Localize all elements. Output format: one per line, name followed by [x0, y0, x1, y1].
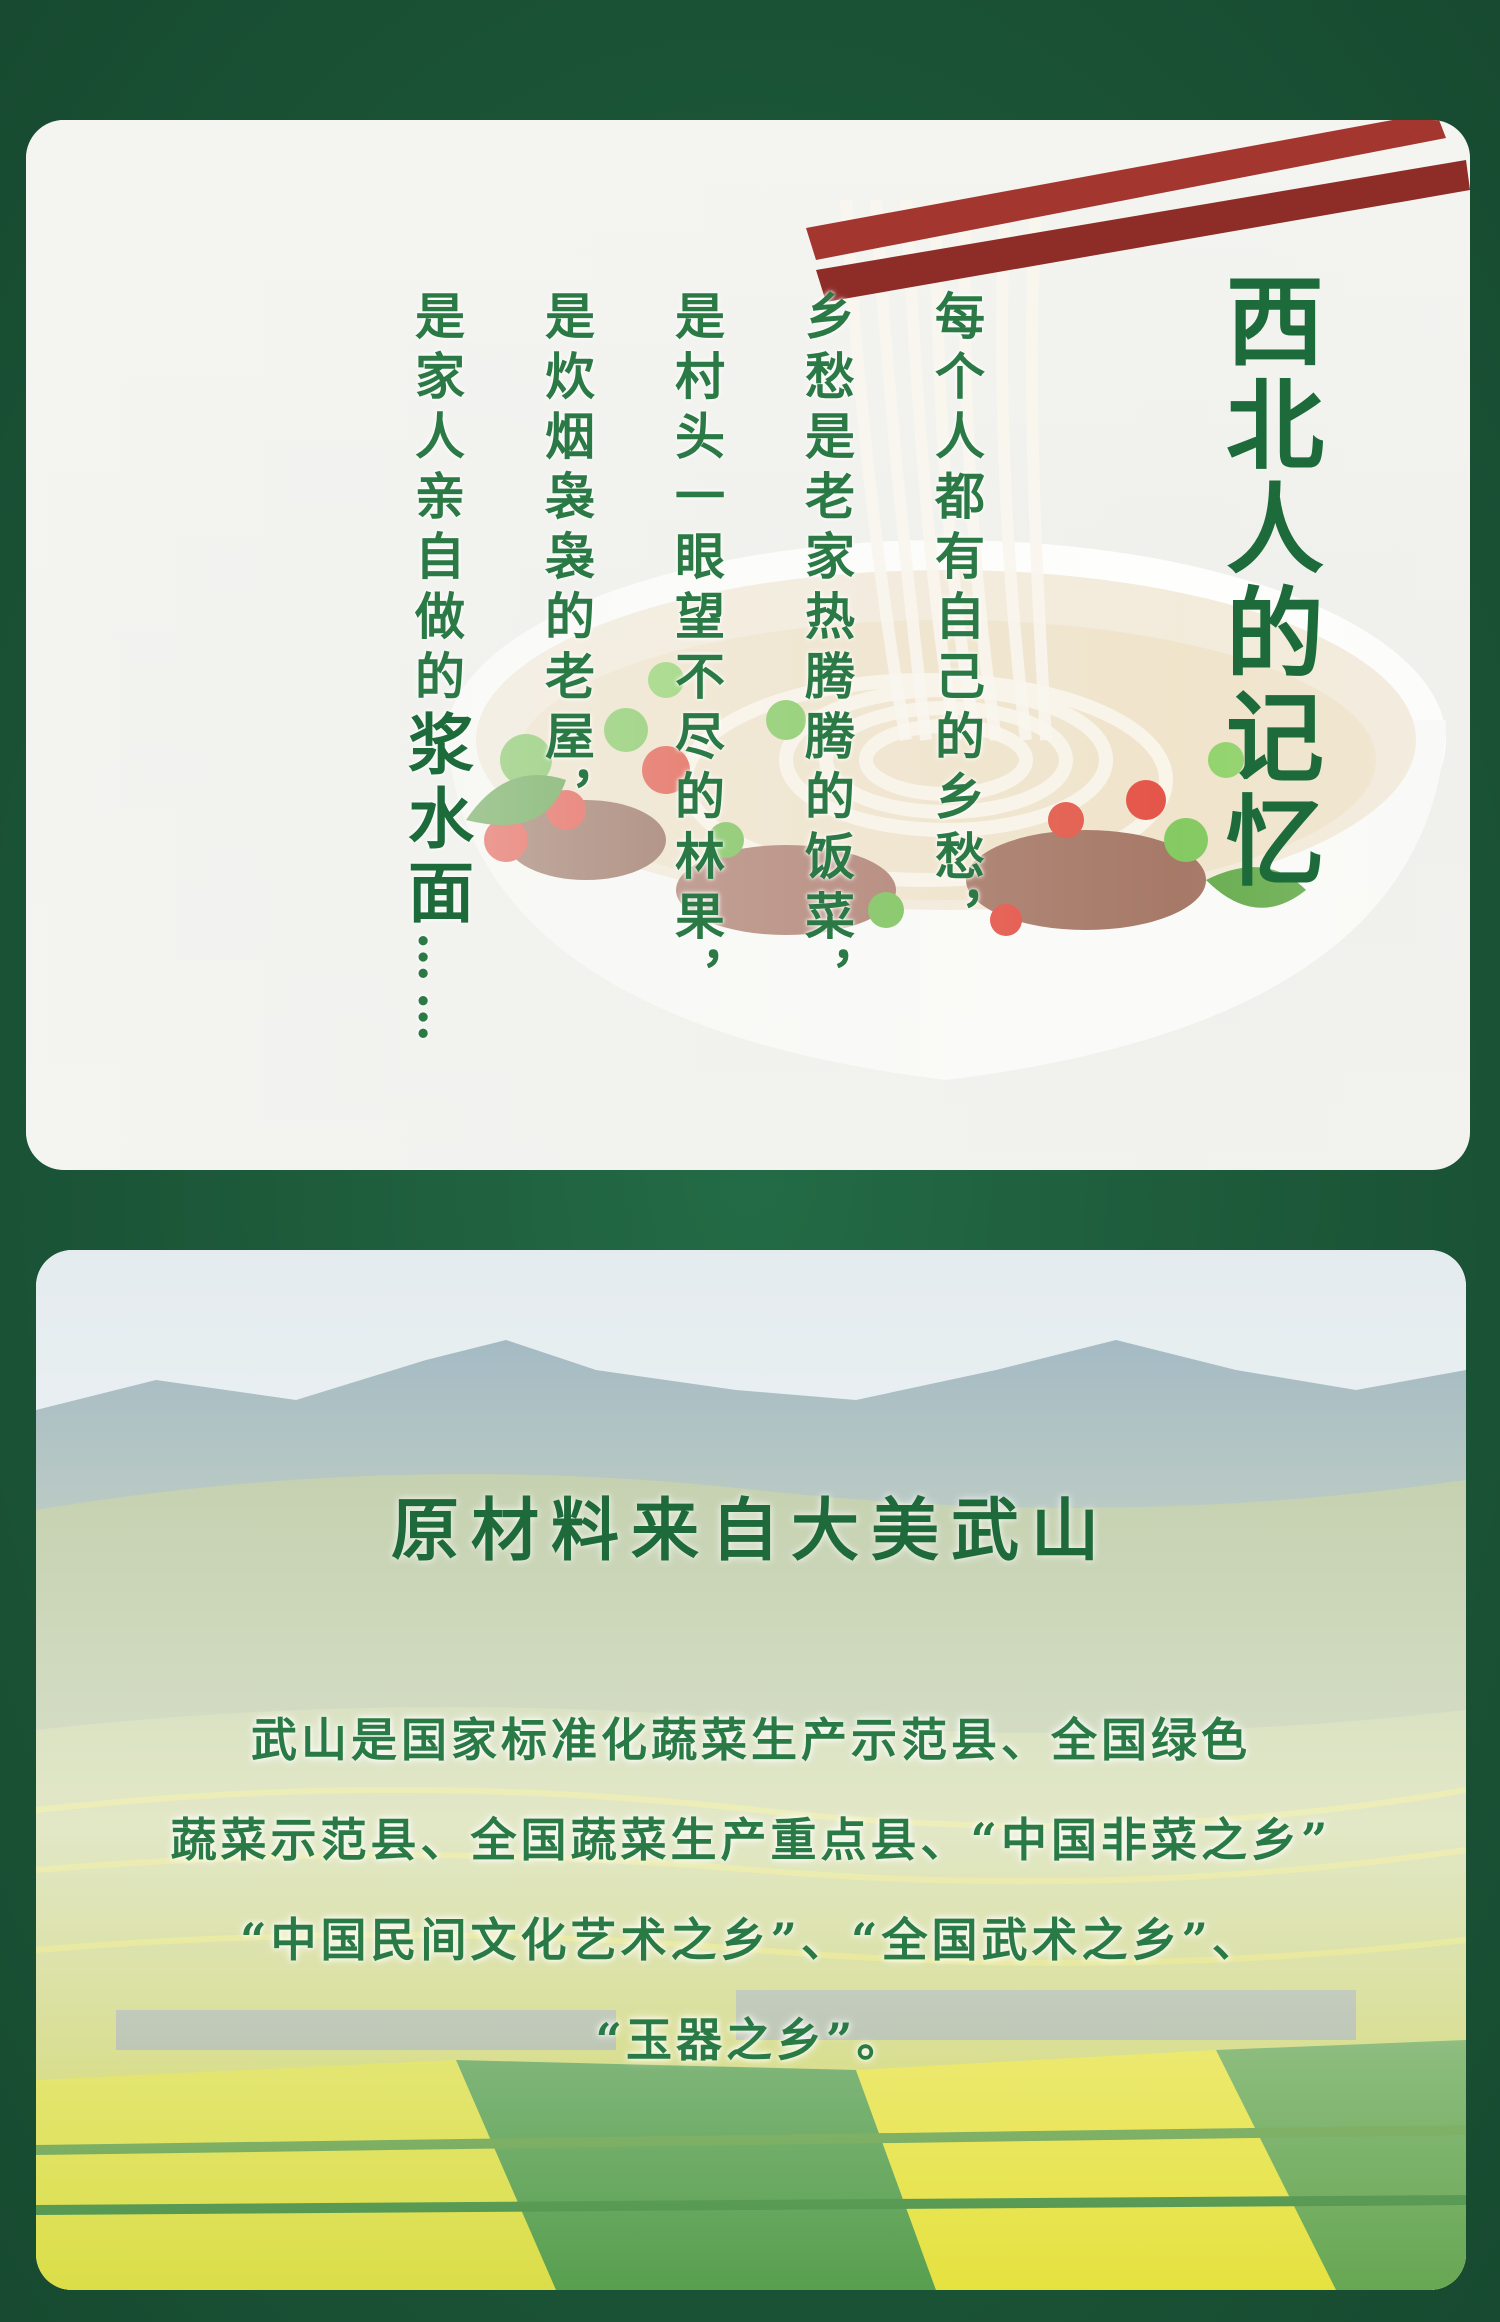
- memory-card: 西北人的记忆 每个人都有自己的乡愁， 乡愁是老家热腾腾的饭菜， 是村头一眼望不尽…: [26, 120, 1470, 1170]
- poem-ellipsis: ……: [407, 932, 466, 1052]
- origin-body-line: 武山是国家标准化蔬菜生产示范县、全国绿色: [251, 1713, 1251, 1767]
- memory-title: 西北人的记忆: [1209, 270, 1324, 894]
- origin-body-line: “玉器之乡”。: [595, 2013, 907, 2067]
- origin-body-line: “中国民间文化艺术之乡”、“全国武术之乡”、: [240, 1913, 1262, 1967]
- origin-title: 原材料来自大美武山: [390, 1491, 1111, 1571]
- poem-line: 是炊烟袅袅的老屋，: [537, 290, 596, 830]
- landscape-veil: [36, 1250, 1466, 2290]
- poem-emphasis: 浆水面: [397, 710, 475, 932]
- origin-card: 原材料来自大美武山 武山是国家标准化蔬菜生产示范县、全国绿色 蔬菜示范县、全国蔬…: [36, 1250, 1466, 2290]
- origin-body-line: 蔬菜示范县、全国蔬菜生产重点县、“中国非菜之乡”: [170, 1813, 1332, 1867]
- poem-line-text: 是家人亲自做的: [407, 290, 466, 710]
- poem-line: 是村头一眼望不尽的林果，: [667, 290, 726, 1010]
- chopsticks-illustration: [806, 120, 1470, 302]
- poem-line-last: 是家人亲自做的浆水面……: [397, 290, 475, 1052]
- noodle-bowl-illustration: [26, 120, 1470, 1170]
- poem-line: 每个人都有自己的乡愁，: [927, 290, 986, 950]
- poem-line: 乡愁是老家热腾腾的饭菜，: [797, 290, 856, 1010]
- origin-body: 武山是国家标准化蔬菜生产示范县、全国绿色 蔬菜示范县、全国蔬菜生产重点县、“中国…: [66, 1690, 1436, 2090]
